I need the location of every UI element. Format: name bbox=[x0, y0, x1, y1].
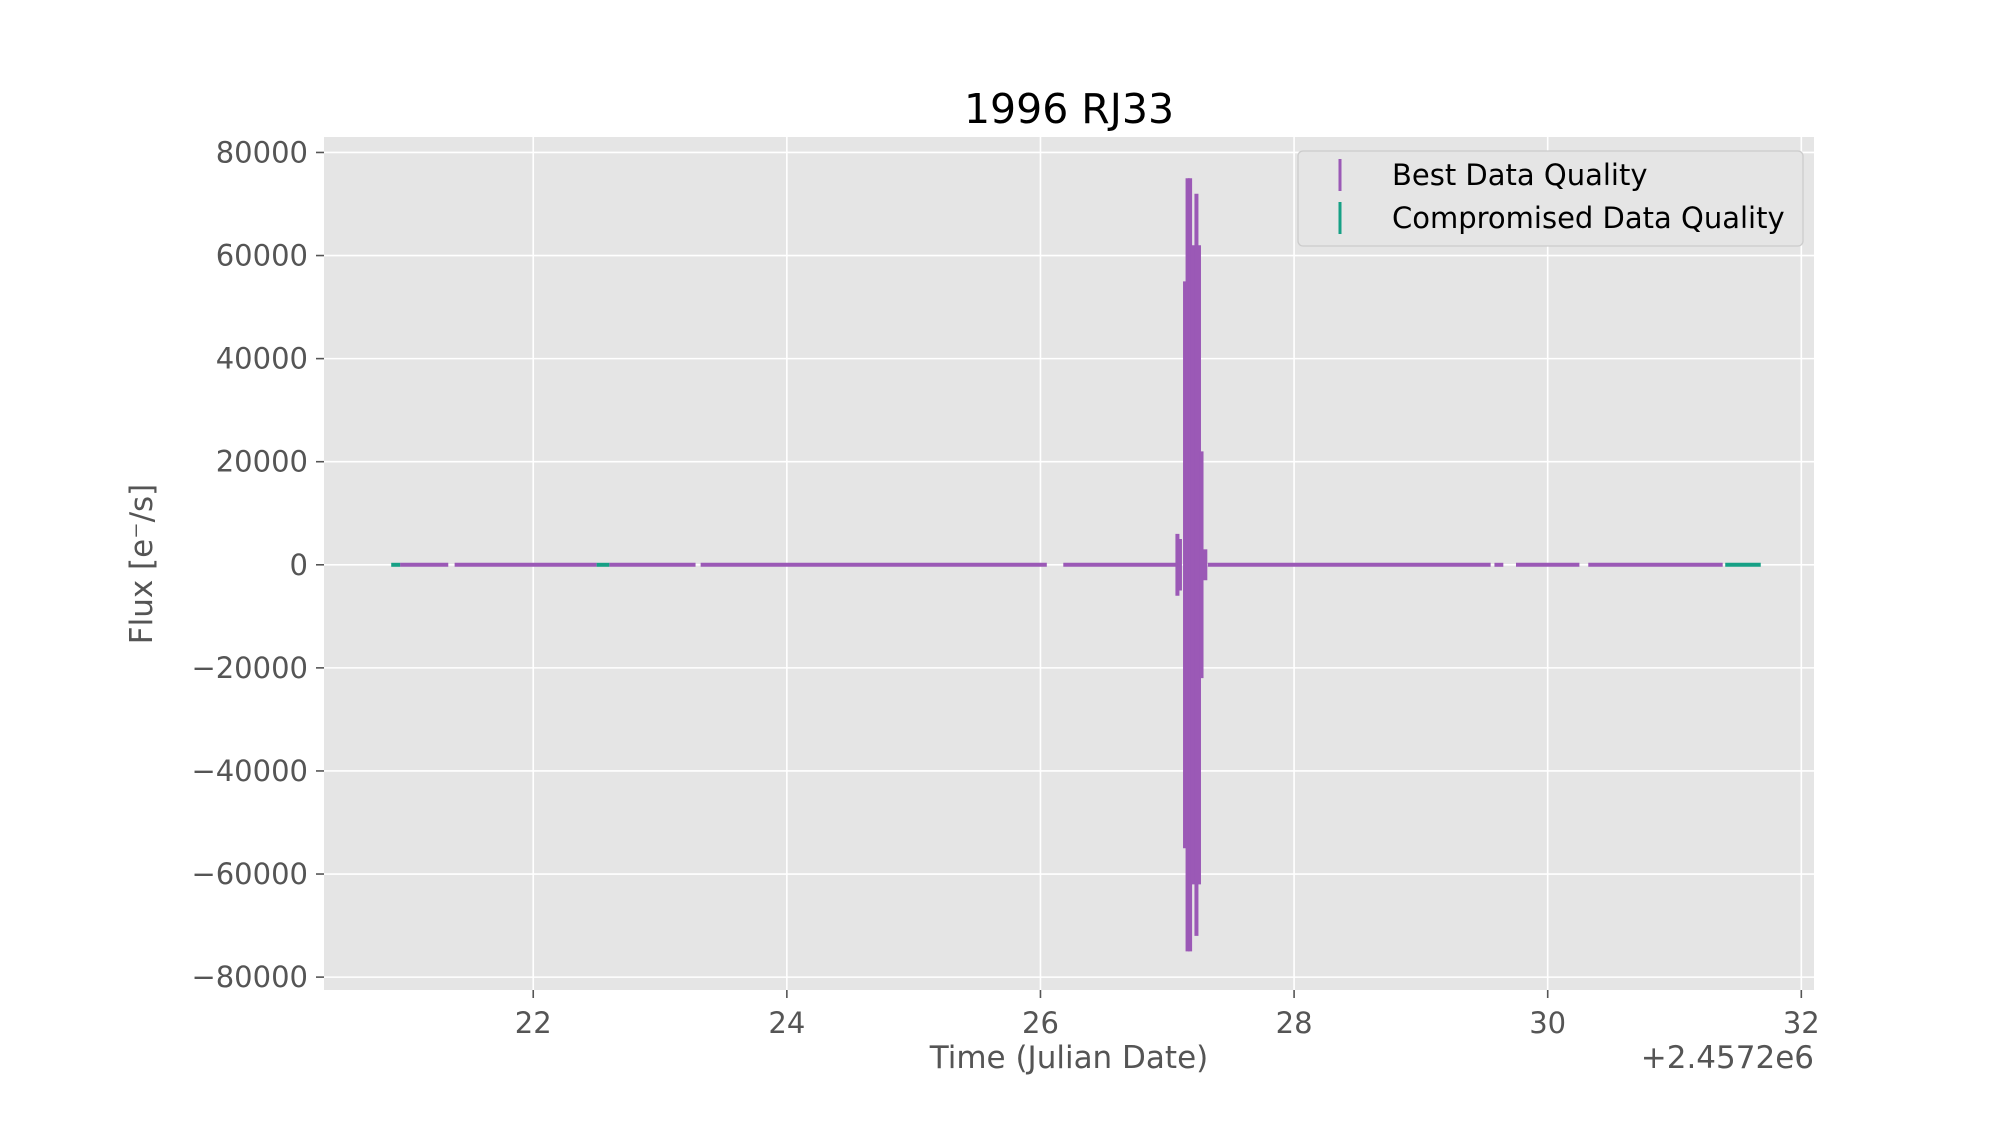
x-axis-label: Time (Julian Date) bbox=[929, 1040, 1209, 1076]
x-tick-label: 30 bbox=[1529, 1006, 1566, 1040]
y-tick-label: 20000 bbox=[216, 445, 308, 479]
legend-label: Compromised Data Quality bbox=[1392, 201, 1785, 235]
y-tick-label: 0 bbox=[290, 548, 308, 582]
x-tick-label: 32 bbox=[1783, 1006, 1820, 1040]
y-axis-label: Flux [e⁻/s] bbox=[124, 484, 160, 645]
legend-box bbox=[1297, 150, 1804, 247]
x-tick-label: 28 bbox=[1276, 1006, 1313, 1040]
x-axis-offset-label: +2.4572e6 bbox=[1641, 1040, 1814, 1076]
y-tick-label: 60000 bbox=[216, 239, 308, 273]
legend: Best Data Quality Compromised Data Qualit… bbox=[1297, 150, 1804, 247]
y-tick-label: −60000 bbox=[191, 857, 308, 891]
y-tick-label: −20000 bbox=[191, 651, 308, 685]
x-tick-label: 22 bbox=[515, 1006, 552, 1040]
x-tick-label: 24 bbox=[768, 1006, 805, 1040]
legend-label: Best Data Quality bbox=[1392, 158, 1648, 192]
x-tick-label: 26 bbox=[1022, 1006, 1059, 1040]
y-tick-label: 80000 bbox=[216, 135, 308, 169]
chart-title: 1996 RJ33 bbox=[964, 85, 1174, 133]
y-tick-label: −80000 bbox=[191, 960, 308, 994]
y-tick-label: −40000 bbox=[191, 754, 308, 788]
y-tick-label: 40000 bbox=[216, 342, 308, 376]
series-best-data-quality bbox=[400, 178, 1723, 952]
